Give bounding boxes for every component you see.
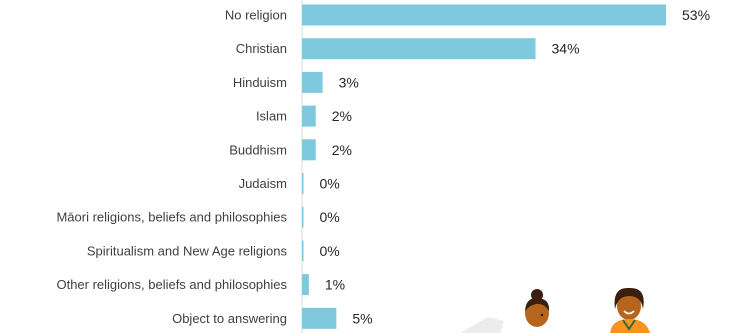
bar-4 <box>302 139 316 161</box>
paper-shape <box>460 317 504 333</box>
person-necklace <box>622 319 636 331</box>
value-label-5: 0% <box>320 176 340 192</box>
value-label-6: 0% <box>320 209 340 225</box>
value-label-0: 53% <box>682 7 710 23</box>
value-label-1: 34% <box>552 41 580 57</box>
category-label-2: Hinduism <box>233 75 287 90</box>
bar-8 <box>302 274 309 296</box>
person-mouth <box>623 310 635 315</box>
category-label-7: Spiritualism and New Age religions <box>87 243 288 258</box>
bar-6 <box>302 206 304 228</box>
category-label-3: Islam <box>256 109 287 124</box>
bar-0 <box>302 4 666 26</box>
value-label-7: 0% <box>320 243 340 259</box>
category-label-0: No religion <box>225 8 287 23</box>
category-label-9: Object to answering <box>172 311 287 326</box>
value-label-2: 3% <box>339 74 359 90</box>
category-label-5: Judaism <box>239 176 287 191</box>
person-hair-bun <box>531 289 543 301</box>
bar-3 <box>302 105 316 127</box>
value-label-8: 1% <box>325 277 345 293</box>
category-label-8: Other religions, beliefs and philosophie… <box>56 277 287 292</box>
category-label-4: Buddhism <box>229 142 287 157</box>
category-label-1: Christian <box>236 41 287 56</box>
value-label-4: 2% <box>332 142 352 158</box>
bar-1 <box>302 38 536 60</box>
value-label-9: 5% <box>352 310 372 326</box>
category-label-6: Māori religions, beliefs and philosophie… <box>56 210 287 225</box>
person-head <box>525 299 549 327</box>
bar-2 <box>302 71 323 93</box>
person-hair <box>614 287 644 309</box>
person-eye <box>540 313 544 317</box>
bar-7 <box>302 240 304 262</box>
bars-group <box>302 4 666 329</box>
value-label-3: 2% <box>332 108 352 124</box>
category-labels: No religion Christian Hinduism Islam Buddhis… <box>56 8 287 326</box>
bar-9 <box>302 307 337 329</box>
value-labels: 53% 34% 3% 2% 2% 0% 0% 0% 1% 5% <box>320 7 711 326</box>
person-hair <box>525 297 550 311</box>
people-illustration <box>460 287 650 333</box>
person-head <box>617 292 641 320</box>
bar-5 <box>302 173 304 194</box>
